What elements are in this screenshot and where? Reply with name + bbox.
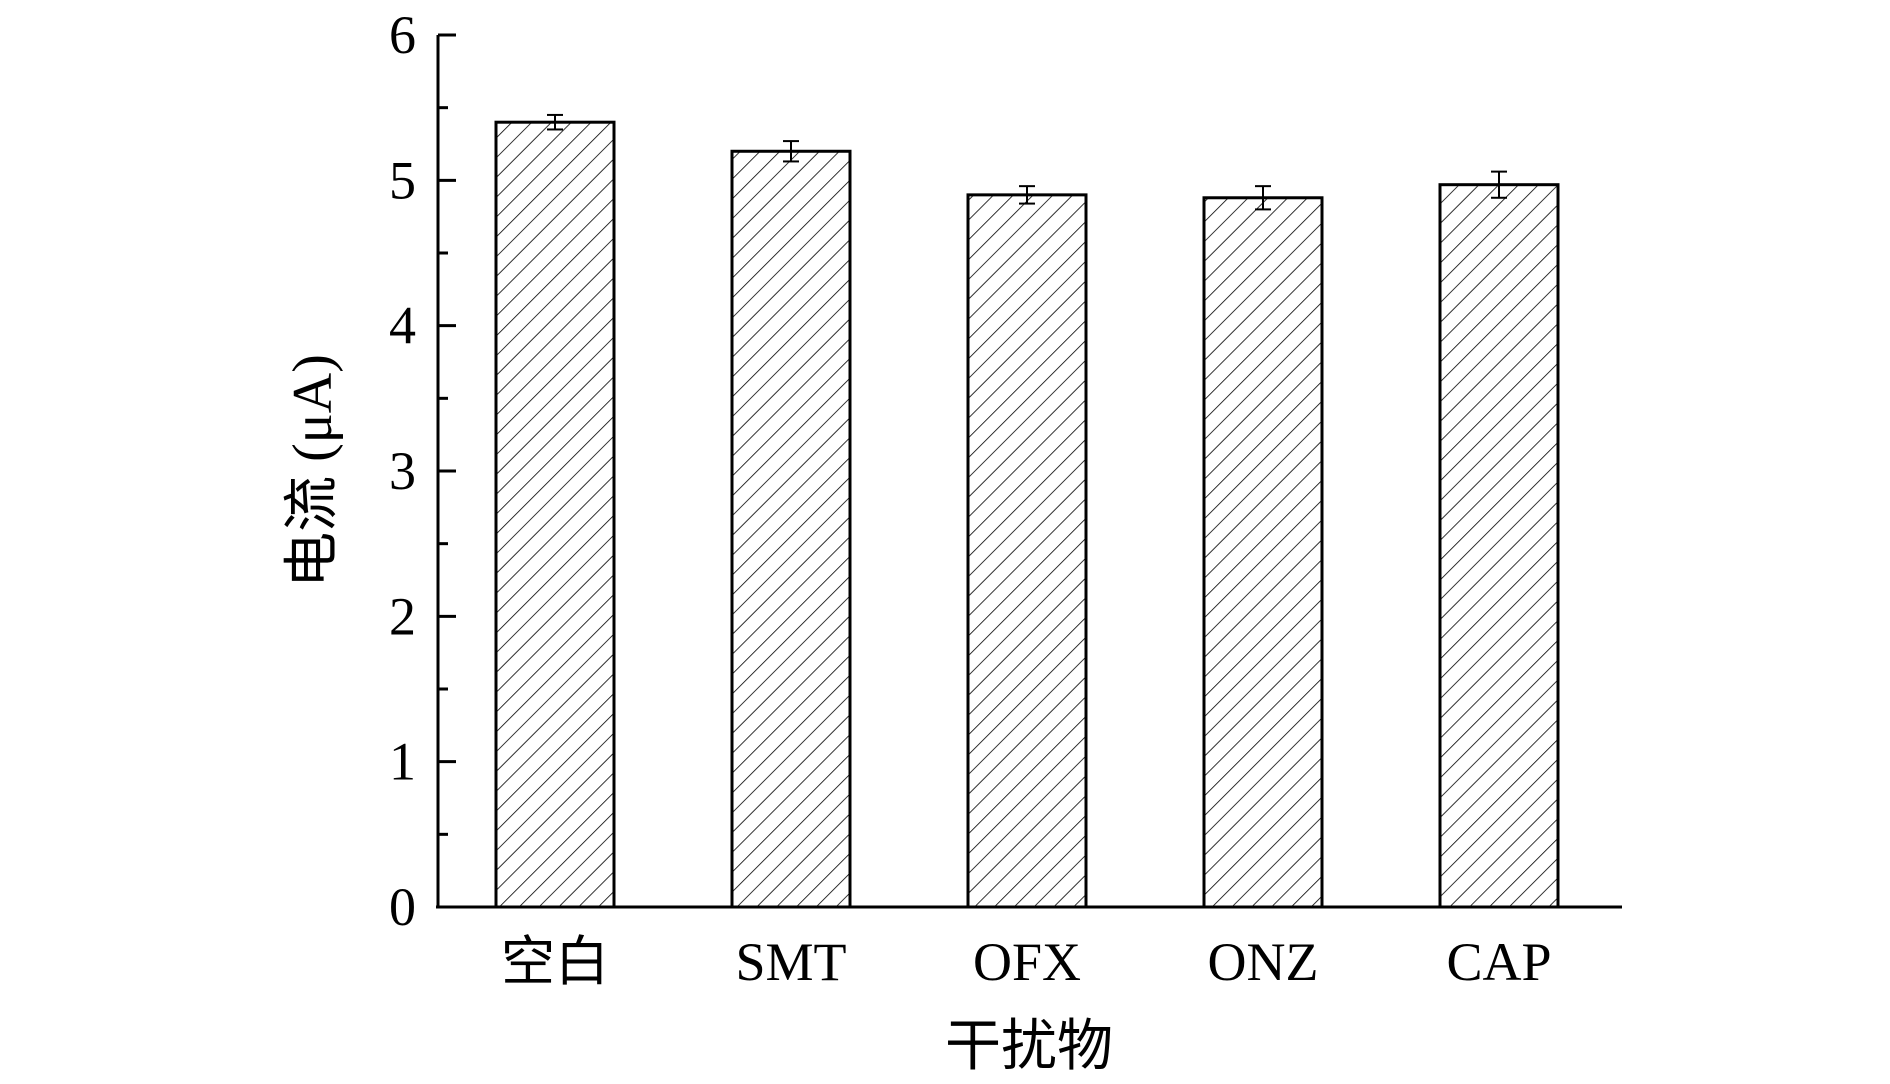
x-tick-label-0: 空白 xyxy=(501,932,609,992)
x-tick-label-4: CAP xyxy=(1446,932,1551,992)
error-bar-1 xyxy=(783,140,799,163)
y-tick-label-5: 5 xyxy=(389,150,416,210)
bar-1 xyxy=(730,149,852,909)
y-tick-label-6: 6 xyxy=(389,5,416,65)
x-axis: 空白 SMT OFX ONZ CAP xyxy=(436,905,1622,992)
error-bar-3 xyxy=(1255,185,1271,211)
error-bars xyxy=(547,113,1507,211)
x-tick-label-1: SMT xyxy=(735,932,846,992)
x-tick-label-2: OFX xyxy=(973,932,1081,992)
error-bar-0 xyxy=(547,113,563,131)
bars xyxy=(494,120,1560,909)
x-axis-title: 干扰物 xyxy=(945,1016,1113,1078)
y-ticks: 0 1 2 3 4 5 6 xyxy=(389,5,456,937)
y-tick-label-3: 3 xyxy=(389,441,416,501)
bar-0 xyxy=(494,120,616,909)
y-axis: 0 1 2 3 4 5 6 xyxy=(389,5,456,937)
bar-2 xyxy=(966,193,1088,909)
y-axis-title: 电流 (μA) xyxy=(282,354,344,588)
x-tick-labels: 空白 SMT OFX ONZ CAP xyxy=(501,932,1552,992)
error-bar-2 xyxy=(1019,185,1035,205)
y-tick-label-4: 4 xyxy=(389,296,416,356)
y-tick-label-0: 0 xyxy=(389,877,416,937)
y-tick-label-2: 2 xyxy=(389,586,416,646)
x-tick-label-3: ONZ xyxy=(1208,932,1319,992)
bar-4 xyxy=(1438,183,1560,909)
y-tick-label-1: 1 xyxy=(389,732,416,792)
error-bar-4 xyxy=(1491,170,1507,199)
bar-3 xyxy=(1202,196,1324,909)
